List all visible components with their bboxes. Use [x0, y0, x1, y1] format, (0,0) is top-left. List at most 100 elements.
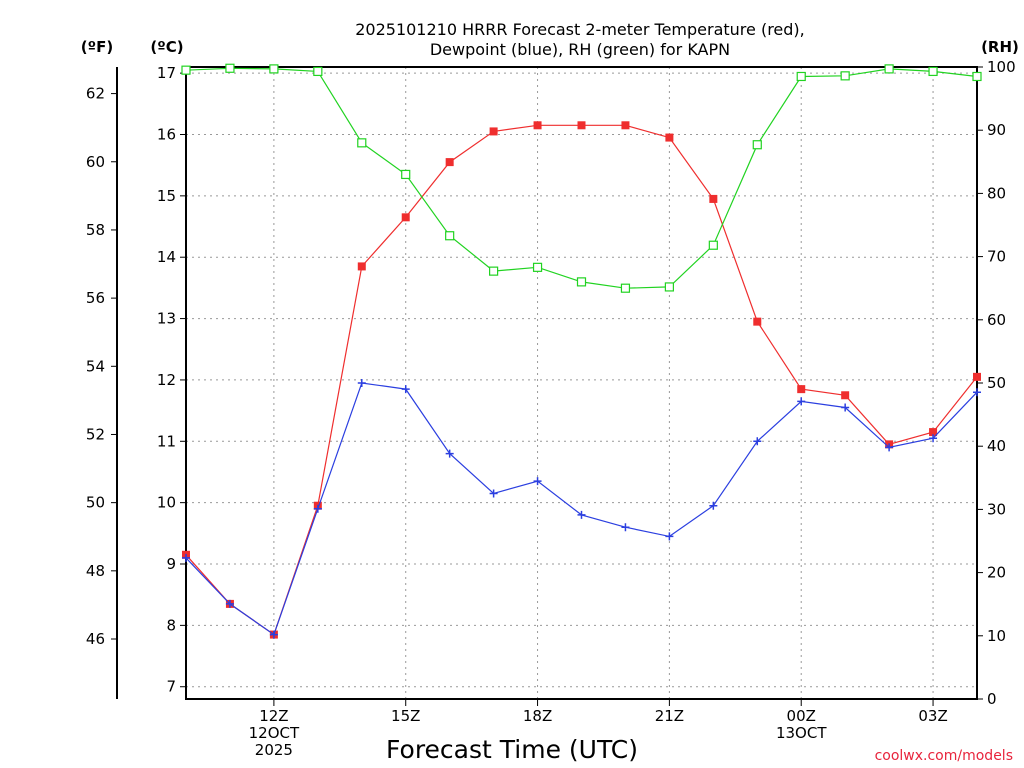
tick-label-f: 62: [86, 85, 105, 103]
dewpoint-point: [269, 630, 278, 639]
tick-label-f: 56: [86, 289, 105, 307]
credit-text: coolwx.com/models: [875, 748, 1013, 764]
dewpoint-point: [401, 385, 410, 394]
tick-label-rh: 90: [987, 121, 1006, 139]
rh-point: [928, 66, 938, 77]
dewpoint-point: [621, 523, 630, 532]
rh-line: [185, 67, 978, 289]
rh-point: [664, 282, 674, 292]
dewpoint-point: [577, 510, 586, 519]
dewpoint-point: [841, 403, 850, 412]
tick-label-rh: 100: [987, 58, 1016, 76]
rh-point: [708, 240, 718, 250]
tick-label-c: 11: [157, 432, 176, 450]
temperature-point: [973, 372, 981, 381]
dewpoint-point: [182, 553, 190, 562]
dewpoint-point: [929, 434, 938, 443]
tick-label-rh: 60: [987, 311, 1006, 329]
left-axis-unit-f: (ºF): [81, 38, 113, 56]
tick-label-rh: 80: [987, 184, 1006, 202]
rh-point: [972, 71, 982, 82]
tick-label-x: 15Z: [391, 707, 420, 725]
temperature-point: [577, 121, 586, 130]
tick-label-x: 00Z: [787, 707, 816, 725]
tick-label-c: 15: [157, 187, 176, 205]
tick-label-c: 16: [157, 125, 176, 143]
tick-label-rh: 50: [987, 374, 1006, 392]
tick-label-x: 21Z: [655, 707, 684, 725]
series-layer: [181, 63, 982, 639]
tick-label-rh: 10: [987, 627, 1006, 645]
tick-label-rh: 0: [987, 690, 997, 708]
right-axis-unit-rh: (RH): [981, 38, 1019, 56]
tick-label-x: 12Z: [259, 707, 288, 725]
dewpoint-point: [489, 489, 498, 498]
dewpoint-point: [225, 599, 234, 608]
tick-label-rh: 70: [987, 248, 1006, 266]
temperature-point: [621, 121, 630, 130]
rh-point: [181, 65, 191, 75]
dewpoint-point: [533, 477, 542, 486]
temperature-point: [665, 133, 674, 142]
tick-label-x: 2025: [255, 741, 293, 759]
dewpoint-point: [357, 379, 366, 387]
tick-label-c: 12: [157, 371, 176, 389]
rh-point: [840, 71, 850, 81]
rh-point: [576, 277, 587, 287]
temperature-point: [533, 121, 542, 130]
tick-label-x: 03Z: [918, 707, 947, 725]
rh-point: [884, 64, 894, 74]
rh-point: [357, 138, 367, 148]
tick-label-c: 9: [166, 555, 176, 573]
tick-label-c: 10: [157, 494, 176, 512]
temperature-point: [797, 385, 806, 394]
rh-point: [532, 262, 543, 272]
temperature-point: [709, 194, 718, 203]
temperature-point: [753, 317, 762, 326]
temperature-point: [401, 213, 410, 222]
temperature-point: [357, 262, 366, 271]
x-axis-label: Forecast Time (UTC): [386, 735, 638, 764]
dewpoint-point: [665, 532, 674, 541]
tick-label-f: 50: [86, 494, 105, 512]
tick-label-x: 13OCT: [776, 724, 827, 742]
tick-label-c: 17: [157, 64, 176, 82]
plot-frame: [185, 66, 978, 700]
rh-point: [445, 231, 455, 241]
rh-point: [313, 66, 323, 77]
tick-label-x: 18Z: [523, 707, 552, 725]
tick-label-rh: 30: [987, 500, 1006, 518]
rh-point: [489, 266, 499, 276]
dewpoint-point: [885, 443, 894, 452]
dewpoint-point: [797, 397, 806, 406]
left-axis-unit-c: (ºC): [150, 38, 183, 56]
tick-label-f: 52: [86, 425, 105, 443]
series-dewpoint: [182, 379, 981, 639]
temperature-point: [489, 127, 498, 136]
grid: [186, 67, 977, 699]
tick-label-f: 58: [86, 221, 105, 239]
chart-title-line1: 2025101210 HRRR Forecast 2-meter Tempera…: [355, 20, 805, 39]
tick-label-c: 8: [166, 616, 176, 634]
axes: 7 8 9 10 11 12 13 14 15 16 17 46 48 50 52 54 56 58 60 62 0 10…: [86, 58, 1016, 759]
dewpoint-point: [753, 437, 762, 446]
dewpoint-point: [709, 501, 718, 510]
rh-point: [620, 283, 631, 293]
rh-point: [796, 71, 806, 82]
temperature-point: [929, 428, 938, 437]
tick-label-f: 48: [86, 562, 105, 580]
tick-label-f: 46: [86, 630, 105, 648]
rh-point: [401, 169, 411, 180]
rh-point: [225, 63, 235, 73]
temperature-point: [841, 391, 850, 400]
series-rh: [181, 63, 982, 293]
dewpoint-line: [185, 382, 978, 636]
tick-label-c: 7: [166, 678, 176, 696]
dewpoint-point: [973, 388, 981, 397]
chart-title-line2: Dewpoint (blue), RH (green) for KAPN: [430, 40, 730, 59]
tick-label-c: 13: [157, 310, 176, 328]
dewpoint-point: [313, 504, 322, 513]
tick-label-f: 54: [86, 357, 105, 375]
tick-label-rh: 40: [987, 437, 1006, 455]
